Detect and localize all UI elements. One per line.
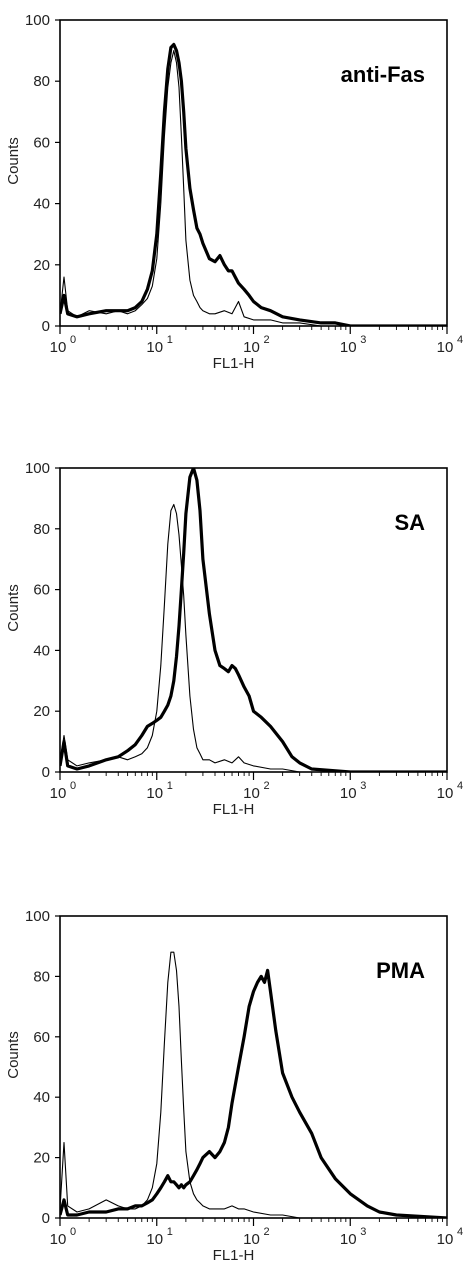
y-tick-label: 20	[33, 257, 50, 274]
x-tick-exponent: 4	[457, 780, 463, 792]
x-tick-exponent: 3	[360, 334, 366, 346]
y-tick-label: 80	[33, 968, 50, 985]
x-tick-label: 10	[437, 785, 454, 802]
y-tick-label: 60	[33, 134, 50, 151]
x-tick-label: 10	[340, 785, 357, 802]
x-axis-label: FL1-H	[213, 801, 255, 818]
y-tick-label: 0	[42, 764, 50, 781]
x-tick-label: 10	[50, 785, 67, 802]
panel-label: PMA	[376, 958, 425, 983]
y-tick-label: 60	[33, 582, 50, 599]
y-axis-label: Counts	[5, 584, 22, 632]
x-axis-label: FL1-H	[213, 1247, 255, 1264]
y-tick-label: 40	[33, 1089, 50, 1106]
y-axis-label: Counts	[5, 1031, 22, 1079]
x-axis-label: FL1-H	[213, 355, 255, 372]
x-tick-exponent: 2	[264, 780, 270, 792]
x-tick-exponent: 3	[360, 780, 366, 792]
y-tick-label: 40	[33, 642, 50, 659]
x-tick-exponent: 2	[264, 1226, 270, 1238]
x-tick-exponent: 0	[70, 334, 76, 346]
y-tick-label: 20	[33, 703, 50, 720]
x-tick-label: 10	[437, 339, 454, 356]
histogram-thin-line	[60, 503, 447, 772]
y-tick-label: 60	[33, 1029, 50, 1046]
y-tick-label: 100	[25, 12, 50, 29]
x-tick-exponent: 1	[167, 780, 173, 792]
y-tick-label: 40	[33, 196, 50, 213]
x-tick-label: 10	[50, 1231, 67, 1248]
x-tick-label: 10	[50, 339, 67, 356]
y-tick-label: 80	[33, 521, 50, 538]
x-tick-label: 10	[146, 1231, 163, 1248]
histogram-thick-line	[60, 968, 447, 1218]
x-tick-exponent: 2	[264, 334, 270, 346]
plot-frame	[59, 467, 448, 773]
panel-label: anti-Fas	[341, 62, 425, 87]
x-tick-label: 10	[146, 785, 163, 802]
y-tick-label: 0	[42, 1210, 50, 1227]
x-tick-exponent: 4	[457, 1226, 463, 1238]
x-tick-label: 10	[243, 1231, 260, 1248]
histogram-thick-line	[60, 468, 447, 772]
histogram-thin-line	[60, 50, 447, 326]
x-tick-exponent: 1	[167, 334, 173, 346]
x-tick-exponent: 0	[70, 780, 76, 792]
y-tick-label: 100	[25, 908, 50, 925]
x-tick-exponent: 3	[360, 1226, 366, 1238]
x-tick-label: 10	[437, 1231, 454, 1248]
x-tick-label: 10	[340, 339, 357, 356]
x-tick-exponent: 4	[457, 334, 463, 346]
y-tick-label: 100	[25, 460, 50, 477]
x-tick-exponent: 0	[70, 1226, 76, 1238]
x-tick-exponent: 1	[167, 1226, 173, 1238]
histogram-thick-line	[60, 42, 447, 326]
y-tick-label: 80	[33, 73, 50, 90]
x-tick-label: 10	[146, 339, 163, 356]
panel-label: SA	[394, 510, 425, 535]
y-tick-label: 0	[42, 318, 50, 335]
x-tick-label: 10	[243, 785, 260, 802]
y-tick-label: 20	[33, 1150, 50, 1167]
x-tick-label: 10	[243, 339, 260, 356]
y-axis-label: Counts	[5, 137, 22, 185]
x-tick-label: 10	[340, 1231, 357, 1248]
